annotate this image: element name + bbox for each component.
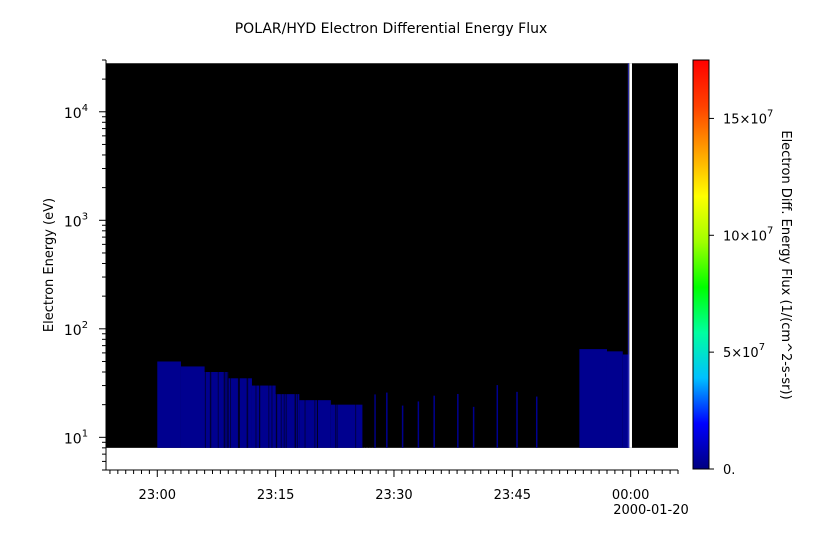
x-tick-label: 23:00 — [139, 488, 176, 503]
flux-dropout — [246, 361, 248, 448]
flux-spike — [472, 406, 475, 448]
flux-dropout — [247, 361, 249, 448]
flux-dropout — [304, 361, 306, 448]
flux-spike — [433, 395, 435, 448]
flux-dropout — [217, 361, 219, 448]
y-tick-label: 103 — [64, 211, 88, 230]
flux-dropout — [373, 361, 375, 448]
colorbar-tick-label: 0. — [723, 463, 735, 478]
y-axis: 101 102 103 104 — [64, 59, 107, 471]
flux-dropout — [365, 361, 367, 448]
flux-dropout — [255, 361, 257, 448]
x-axis: 23:00 23:15 23:30 23:45 00:00 — [106, 469, 679, 503]
flux-spike — [374, 394, 376, 448]
flux-spike — [516, 391, 518, 448]
flux-spike — [401, 405, 404, 448]
flux-dropout — [227, 361, 229, 448]
flux-spike — [535, 396, 538, 448]
flux-dropout — [335, 361, 337, 448]
colorbar-tick-label: 15×107 — [723, 108, 773, 127]
flux-spike — [496, 385, 499, 448]
x-tick-label: 23:45 — [494, 488, 531, 503]
flux-segment — [579, 349, 607, 448]
flux-dropout — [210, 361, 212, 448]
colorbar-bar — [692, 59, 710, 470]
y-tick-label: 101 — [64, 428, 88, 447]
x-tick-label: 23:30 — [375, 488, 412, 503]
flux-dropout — [205, 361, 207, 448]
flux-segment — [622, 354, 631, 448]
y-tick-label: 102 — [64, 320, 88, 339]
flux-dropout — [294, 361, 296, 448]
x-tick-label: 00:00 — [612, 488, 649, 503]
y-axis-label: Electron Energy (eV) — [42, 198, 57, 332]
flux-spike — [457, 393, 459, 448]
flux-segment — [180, 366, 205, 448]
flux-dropout — [336, 361, 338, 448]
flux-segment — [228, 378, 252, 448]
flux-dropout — [280, 361, 282, 448]
colorbar-label: Electron Diff. Energy Flux (1/(cm^2-s-sr… — [778, 130, 793, 399]
flux-dropout — [314, 361, 316, 448]
flux-dropout — [276, 361, 278, 448]
flux-spike — [417, 401, 420, 448]
flux-dropout — [362, 361, 364, 448]
flux-dropout — [259, 361, 261, 448]
flux-dropout — [237, 361, 239, 448]
x-date-label: 2000-01-20 — [613, 503, 689, 518]
flux-dropout — [224, 361, 226, 448]
flux-dropout — [238, 361, 240, 448]
flux-dropout — [355, 361, 357, 448]
colorbar-tick-label: 5×107 — [723, 342, 765, 361]
flux-dropout — [230, 361, 232, 448]
x-tick-label: 23:15 — [257, 488, 294, 503]
flux-dropout — [316, 361, 318, 448]
flux-segment — [606, 351, 623, 448]
flux-dropout — [223, 361, 225, 448]
chart-title: POLAR/HYD Electron Differential Energy F… — [235, 21, 548, 37]
y-tick-label: 104 — [64, 103, 88, 122]
data-gap-layer — [627, 63, 632, 448]
flux-spike — [386, 392, 388, 448]
flux-dropout — [295, 361, 297, 448]
flux-dropout — [268, 361, 270, 448]
flux-segment — [157, 361, 181, 448]
flux-dropout — [209, 361, 211, 448]
flux-dropout — [285, 361, 287, 448]
flux-dropout — [271, 361, 273, 448]
flux-dropout — [296, 361, 298, 448]
colorbar: 0. 5×107 10×107 15×107 — [692, 59, 773, 478]
flux-dropout — [283, 361, 285, 448]
flux-segment — [251, 385, 276, 448]
flux-segment — [330, 404, 363, 448]
flux-dropout — [368, 361, 370, 448]
data-gap — [629, 63, 632, 448]
low-energy-flux-layer — [157, 349, 631, 448]
flux-dropout — [226, 361, 228, 448]
plot-area — [106, 60, 678, 470]
flux-dropout — [370, 361, 372, 448]
colorbar-tick-label: 10×107 — [723, 225, 773, 244]
